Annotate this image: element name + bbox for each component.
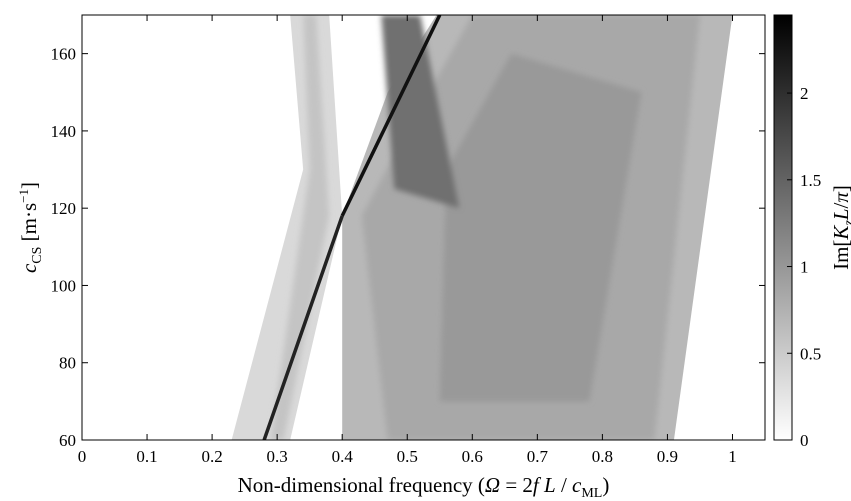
colorbar-tick-label: 1 <box>800 258 809 277</box>
heatmap-field <box>231 15 733 440</box>
x-tick-label: 0.7 <box>527 447 549 466</box>
axis-ticks: 0 0.1 0.2 0.3 0.4 0.5 0.6 0.7 0.8 0.9 160801001201… <box>51 15 765 466</box>
colorbar-tick-label: 0.5 <box>800 344 821 363</box>
x-tick-label: 0.3 <box>267 447 288 466</box>
colorbar-ticks: 0 0.5 1 1.5 2 <box>787 84 821 450</box>
x-tick-label: 0 <box>78 447 87 466</box>
x-tick-label: 0.1 <box>136 447 157 466</box>
y-tick-label: 100 <box>51 276 77 295</box>
x-tick-label: 0.9 <box>657 447 678 466</box>
colorbar-label: Im[KzL/π] <box>829 185 851 270</box>
left-band-core <box>270 15 330 440</box>
x-tick-label: 0.6 <box>462 447 483 466</box>
y-tick-label: 140 <box>51 122 77 141</box>
colorbar <box>773 14 793 441</box>
x-tick-label: 1 <box>728 447 737 466</box>
ridge-lower <box>262 215 344 440</box>
colorbar-tick-label: 0 <box>800 431 809 450</box>
x-axis-label: Non-dimensional frequency (Ω = 2f L / cM… <box>238 473 610 501</box>
ridge-upper <box>340 15 442 217</box>
colorbar-tick-label: 1.5 <box>800 171 821 190</box>
x-tick-label: 0.4 <box>332 447 354 466</box>
ridge-shoulder <box>381 15 460 209</box>
right-band-dark <box>439 53 642 402</box>
y-tick-label: 80 <box>59 354 76 373</box>
y-tick-label: 160 <box>51 45 77 64</box>
y-axis-label: cCS [m·s−1] <box>16 182 45 273</box>
x-tick-label: 0.2 <box>201 447 222 466</box>
colorbar-tick-label: 2 <box>800 84 809 103</box>
x-tick-label: 0.8 <box>592 447 613 466</box>
plot-frame <box>81 14 766 441</box>
y-tick-label: 120 <box>51 199 77 218</box>
x-tick-label: 0.5 <box>397 447 418 466</box>
y-tick-label: 60 <box>59 431 76 450</box>
